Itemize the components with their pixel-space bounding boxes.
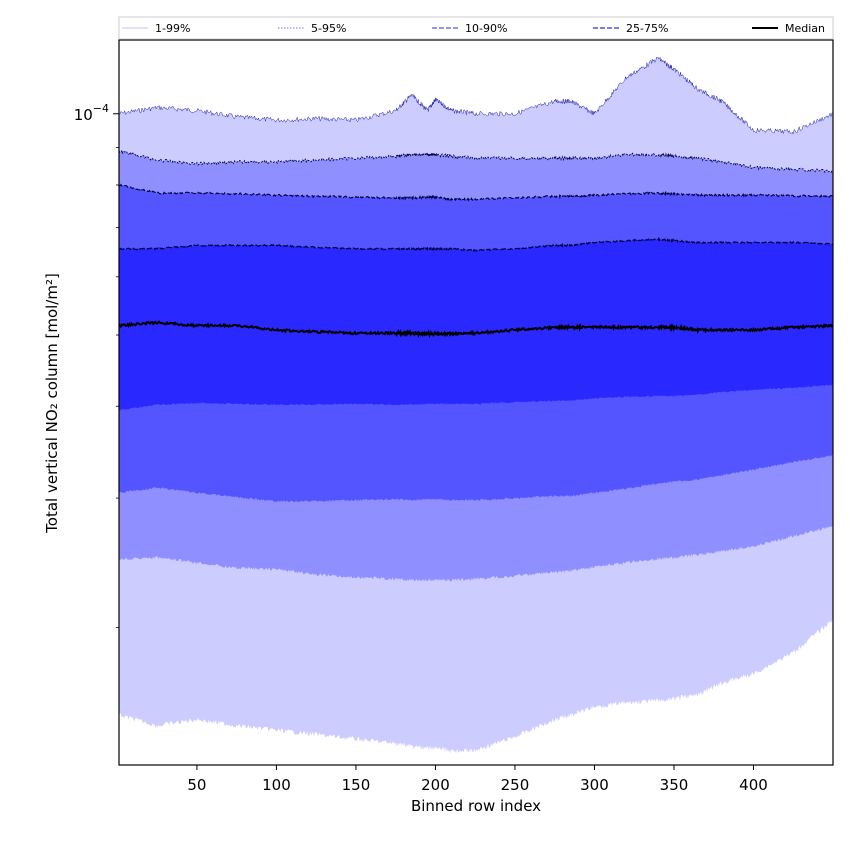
legend-item-10-90-pct: 10-90%	[432, 22, 507, 35]
x-tick-label-50: 50	[187, 776, 206, 794]
legend: 1-99% 5-95% 10-90% 25-75% Median	[118, 16, 834, 40]
legend-label: 25-75%	[626, 22, 668, 35]
x-tick-label-350: 350	[660, 776, 689, 794]
x-axis-label: Binned row index	[411, 797, 541, 815]
legend-label: 5-95%	[311, 22, 346, 35]
x-tick-label-150: 150	[342, 776, 371, 794]
x-tick-label-100: 100	[262, 776, 291, 794]
legend-item-5-95-pct: 5-95%	[278, 22, 346, 35]
legend-item-25-75-pct: 25-75%	[593, 22, 668, 35]
median-line	[119, 320, 833, 339]
band-25-75-pct	[119, 238, 833, 411]
x-tick-label-300: 300	[580, 776, 609, 794]
band-upper-edge-1-99-pct	[119, 56, 833, 135]
y-tick-label: 10−4	[74, 102, 109, 124]
x-tick-label-200: 200	[421, 776, 450, 794]
legend-item-Median: Median	[752, 22, 825, 35]
legend-label: Median	[785, 22, 825, 35]
legend-label: 1-99%	[155, 22, 190, 35]
y-axis-label: Total vertical NO₂ column [mol/m²]	[43, 273, 61, 534]
y-axis: 10−4	[74, 102, 119, 628]
percentile-bands	[119, 56, 833, 753]
plot-frame	[118, 39, 834, 766]
band-upper-edge-25-75-pct	[119, 236, 833, 252]
x-axis: 50 100 150 200 250 300 350 400	[187, 765, 768, 794]
band-upper-edge-10-90-pct	[119, 183, 833, 202]
legend-item-1-99-pct: 1-99%	[122, 22, 190, 35]
band-upper-edge-5-95-pct	[119, 148, 833, 174]
median-series	[119, 320, 833, 339]
x-tick-label-250: 250	[501, 776, 530, 794]
legend-box	[118, 16, 834, 40]
x-tick-label-400: 400	[739, 776, 768, 794]
legend-label: 10-90%	[465, 22, 507, 35]
